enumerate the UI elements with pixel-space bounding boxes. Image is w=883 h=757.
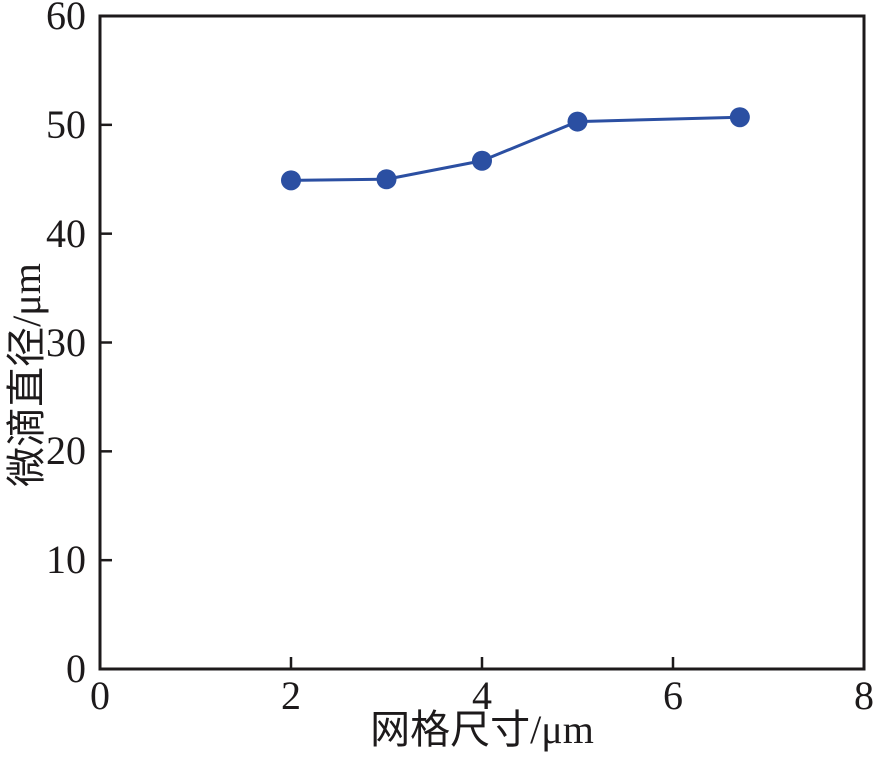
x-tick-label-8: 8 <box>854 673 874 718</box>
plot-area <box>98 14 866 671</box>
y-tick-label-10: 10 <box>46 537 86 583</box>
data-point <box>376 169 397 190</box>
x-tick-label-2: 2 <box>281 673 301 718</box>
y-tick-label-0: 0 <box>66 646 86 691</box>
x-tick-label-4: 4 <box>472 673 492 718</box>
y-tick-label-40: 40 <box>46 210 86 256</box>
data-point <box>281 170 301 191</box>
data-point <box>567 111 588 132</box>
y-tick-label-30: 30 <box>46 319 86 365</box>
x-tick-label-0: 0 <box>90 673 110 718</box>
y-tick-label-50: 50 <box>46 101 86 147</box>
data-point <box>472 150 492 171</box>
data-line <box>290 115 740 182</box>
x-axis-title: 网格尺寸/μm <box>370 707 594 752</box>
data-point <box>729 107 750 128</box>
x-tick-label-6: 6 <box>663 673 683 718</box>
y-tick-label-60: 60 <box>46 0 86 38</box>
plot-frame <box>98 14 866 671</box>
y-tick-label-20: 20 <box>46 428 86 474</box>
